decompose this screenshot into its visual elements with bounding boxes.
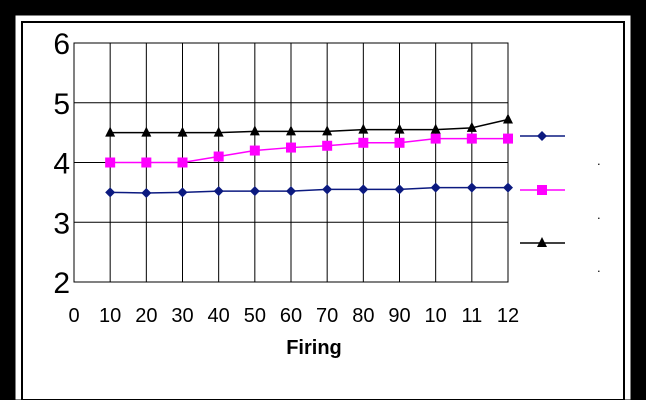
data-point-triangle: [430, 123, 441, 134]
y-tick-label: 6: [53, 28, 70, 61]
y-tick-label: 4: [53, 148, 70, 181]
data-point-square: [105, 157, 116, 168]
x-tick-label: 20: [135, 305, 157, 327]
x-tick-label: 30: [171, 305, 193, 327]
data-point-triangle: [286, 125, 296, 136]
data-point-triangle: [466, 121, 477, 132]
x-tick-label: 70: [316, 305, 338, 327]
data-point-diamond: [394, 184, 405, 195]
data-point-triangle: [177, 126, 188, 137]
data-point-diamond: [177, 187, 188, 198]
data-point-triangle: [249, 125, 260, 136]
data-point-diamond: [105, 187, 116, 198]
data-point-square: [394, 137, 405, 148]
data-point-square: [141, 157, 152, 168]
y-axis-ticks: 2 3 4 5 6: [53, 28, 70, 300]
x-tick-label: 11: [461, 305, 482, 327]
chart-border: [21, 21, 625, 400]
y-tick-label: 3: [53, 207, 70, 240]
data-point-square: [286, 142, 296, 153]
plot-area: [73, 42, 509, 283]
data-point-square: [358, 137, 369, 148]
legend-entry-2: .: [520, 185, 601, 222]
data-point-diamond: [141, 187, 152, 198]
x-tick-label: 50: [244, 305, 266, 327]
series-2: [105, 133, 513, 168]
legend-label: .: [597, 207, 601, 222]
data-point-square: [503, 133, 513, 144]
data-point-triangle: [537, 237, 547, 247]
x-tick-label: 40: [208, 305, 230, 327]
y-tick-label: 5: [53, 88, 70, 121]
x-tick-label: 0: [68, 305, 79, 327]
data-point-diamond: [249, 186, 260, 197]
data-point-square: [177, 157, 188, 168]
data-point-triangle: [213, 126, 224, 137]
x-tick-label: 12: [497, 305, 519, 327]
y-tick-label: 2: [53, 267, 70, 300]
data-point-square: [249, 145, 260, 156]
x-axis-ticks: 0 10 20 30 40 50 60 70 80 90 10 11 12: [68, 305, 519, 327]
x-tick-label: 10: [99, 305, 121, 327]
data-point-diamond: [358, 184, 369, 195]
series-line: [110, 118, 509, 134]
data-point-diamond: [322, 184, 333, 195]
data-point-triangle: [394, 123, 405, 134]
data-point-diamond: [430, 182, 441, 193]
legend-entry-1: .: [520, 131, 601, 168]
x-tick-label: 10: [425, 305, 447, 327]
legend-label: .: [597, 153, 601, 168]
data-point-triangle: [358, 123, 369, 134]
data-point-diamond: [213, 186, 224, 197]
data-point-square: [213, 151, 224, 162]
data-point-diamond: [503, 182, 513, 193]
data-point-triangle: [503, 113, 513, 124]
data-point-diamond: [286, 186, 296, 197]
legend: ...: [520, 131, 601, 275]
legend-label: .: [597, 260, 601, 275]
legend-entry-3: .: [520, 237, 601, 275]
series-1: [105, 182, 513, 198]
data-point-diamond: [537, 131, 547, 141]
series-3: [105, 113, 513, 137]
data-point-triangle: [105, 126, 116, 137]
x-tick-label: 60: [280, 305, 302, 327]
data-point-square: [466, 133, 477, 144]
x-tick-label: 80: [352, 305, 374, 327]
data-point-triangle: [322, 125, 333, 136]
series-line: [110, 137, 508, 164]
data-point-square: [322, 140, 333, 151]
data-point-square: [537, 185, 547, 195]
series-layer: [105, 113, 513, 198]
series-line: [110, 186, 508, 194]
x-axis-label: Firing: [286, 337, 342, 359]
data-point-diamond: [466, 182, 477, 193]
data-point-triangle: [141, 126, 152, 137]
x-tick-label: 90: [388, 305, 410, 327]
data-point-square: [430, 133, 441, 144]
